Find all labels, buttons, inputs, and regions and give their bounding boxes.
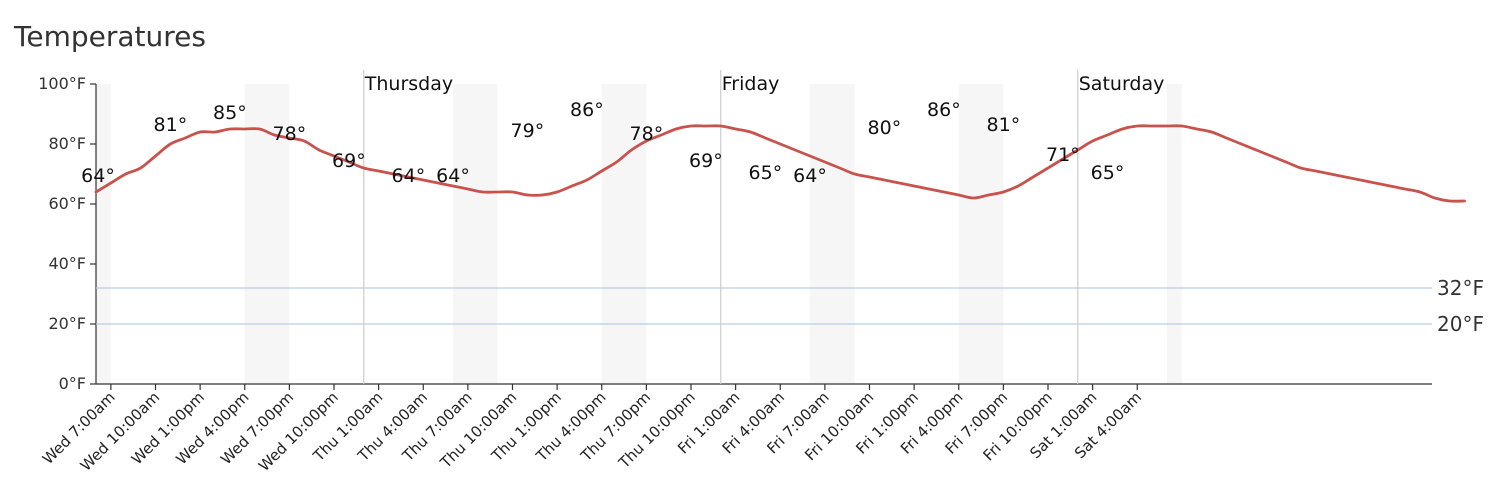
data-label: 64° [436,165,470,187]
data-label: 64° [81,165,115,187]
shaded-band [453,84,498,384]
x-tick-label: Thu 10:00pm [614,388,698,472]
data-label: 79° [511,120,545,142]
data-label: 65° [749,162,783,184]
data-label: 78° [273,123,307,145]
x-tick-label: Wed 10:00pm [255,388,342,475]
shaded-periods [96,84,1182,384]
data-label: 80° [868,117,902,139]
data-label: 71° [1046,144,1080,166]
data-label: 69° [332,150,366,172]
data-label: 85° [213,102,247,124]
data-label: 86° [570,99,604,121]
reference-line-label: 20°F [1437,312,1484,336]
data-label: 64° [793,165,827,187]
reference-lines: 32°F 20°F [96,276,1484,336]
shaded-band [601,84,647,384]
y-tick-label: 100°F [38,74,86,93]
shaded-band [1167,84,1182,384]
chart-title: Temperatures [13,20,206,53]
series-lines [94,124,1466,203]
y-tick-label: 60°F [48,194,86,213]
day-dividers: Thursday Friday Saturday [363,70,1165,384]
y-tick-label: 20°F [48,314,86,333]
day-label: Friday [722,73,780,95]
data-label: 64° [392,165,426,187]
data-label: 86° [927,99,961,121]
shaded-band [958,84,1004,384]
shaded-band [244,84,290,384]
data-label: 81° [154,114,188,136]
data-labels: 64° 81° 85° 78° 69° 64° 64° 79° 86° 78° 69° 65° 64° 8… [81,99,1124,187]
shaded-band [810,84,855,384]
data-label: 81° [987,114,1021,136]
shaded-band [96,84,111,384]
y-tick-label: 0°F [59,374,86,393]
data-label: 78° [630,123,664,145]
day-label: Saturday [1079,73,1165,95]
data-label: 69° [689,150,723,172]
day-label: Thursday [364,73,453,95]
x-tick-label: Thu 10:00am [436,388,520,472]
y-tick-label: 40°F [48,254,86,273]
y-tick-label: 80°F [48,134,86,153]
data-label: 65° [1091,162,1125,184]
temperature-line [94,124,1466,203]
reference-line-label: 32°F [1437,276,1484,300]
x-tick-label: Wed 10:00am [77,388,164,475]
